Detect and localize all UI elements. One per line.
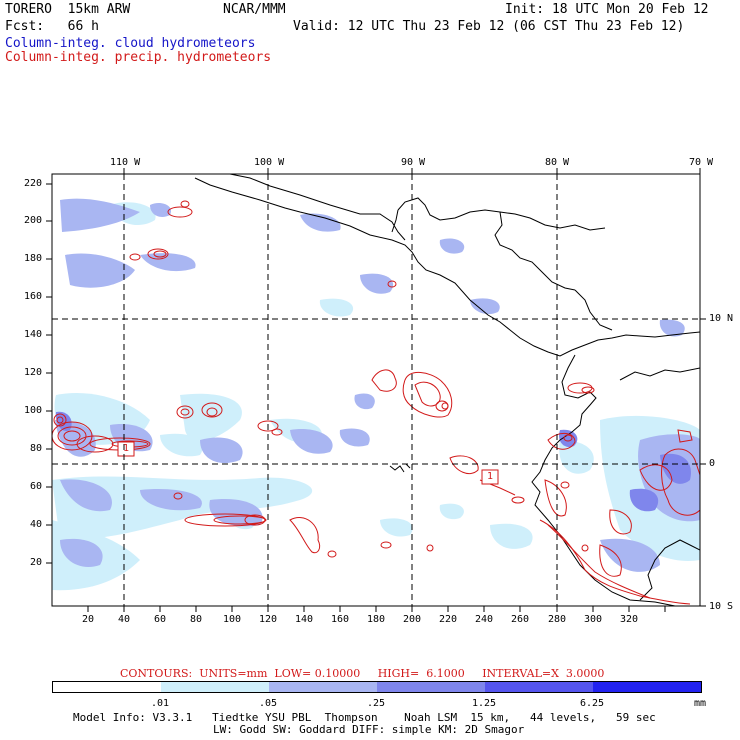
colorbar-cell	[485, 682, 594, 692]
colorbar-cell	[161, 682, 270, 692]
y-tick-label: 140	[24, 329, 43, 340]
y-tick-label: 100	[24, 405, 43, 416]
y-tick-label: 200	[24, 215, 43, 226]
contour-markers	[117, 441, 499, 485]
model-title: TORERO 15km ARW	[5, 2, 131, 17]
y-tick-label: 40	[30, 519, 43, 530]
x-tick-label: 280	[548, 614, 567, 625]
y-tick-label: 180	[24, 253, 43, 264]
y-tick-label: 120	[24, 367, 43, 378]
lon-label-100w: 100 W	[254, 157, 285, 168]
y-tick-label: 20	[30, 557, 43, 568]
colorbar-label: 6.25	[579, 698, 605, 709]
colorbar-cell	[53, 682, 162, 692]
valid-time: Valid: 12 UTC Thu 23 Feb 12 (06 CST Thu …	[293, 19, 685, 34]
x-tick-label: 100	[223, 614, 242, 625]
x-tick-label: 40	[118, 614, 131, 625]
colorbar	[52, 681, 702, 693]
lon-label-110w: 110 W	[110, 157, 141, 168]
contour-marker-label: 1	[487, 471, 494, 482]
y-tick-label: 60	[30, 481, 43, 492]
colorbar-label: .01	[150, 698, 170, 709]
x-tick-label: 320	[620, 614, 639, 625]
x-tick-label: 160	[331, 614, 350, 625]
colorbar-label: .25	[366, 698, 386, 709]
lat-lon-grid	[52, 174, 700, 606]
lon-label-70w: 70 W	[689, 157, 714, 168]
x-tick-label: 260	[511, 614, 530, 625]
model-info: Model Info: V3.3.1 Tiedtke YSU PBL Thomp…	[73, 711, 656, 724]
model-physics: LW: Godd SW: Goddard DIFF: simple KM: 2D…	[213, 723, 525, 736]
colorbar-label: .05	[258, 698, 278, 709]
x-tick-label: 200	[403, 614, 422, 625]
lon-label-90w: 90 W	[401, 157, 426, 168]
x-tick-label: 220	[439, 614, 458, 625]
lat-label-10s: 10 S	[709, 601, 734, 612]
field-precip-label: Column-integ. precip. hydrometeors	[5, 50, 272, 65]
forecast-hour: Fcst: 66 h	[5, 19, 99, 34]
y-tick-label: 160	[24, 291, 43, 302]
lat-label-10n: 10 N	[709, 313, 734, 324]
x-tick-label: 300	[584, 614, 603, 625]
cloud-shading	[52, 198, 700, 591]
tick-marks	[46, 168, 706, 612]
field-cloud-label: Column-integ. cloud hydrometeors	[5, 36, 256, 51]
x-tick-label: 180	[367, 614, 386, 625]
contour-marker-label: 1	[123, 443, 130, 454]
precip-contours	[52, 200, 700, 605]
colorbar-label: 1.25	[471, 698, 497, 709]
lon-label-80w: 80 W	[545, 157, 570, 168]
x-tick-label: 20	[82, 614, 95, 625]
x-tick-label: 140	[295, 614, 314, 625]
colorbar-cell	[269, 682, 378, 692]
colorbar-unit: mm	[694, 698, 707, 709]
y-tick-label: 220	[24, 178, 43, 189]
colorbar-cell	[377, 682, 486, 692]
lat-label-0: 0	[709, 458, 716, 469]
x-tick-label: 120	[259, 614, 278, 625]
y-tick-label: 80	[30, 443, 43, 454]
center-title: NCAR/MMM	[223, 2, 286, 17]
x-tick-label: 240	[475, 614, 494, 625]
x-tick-label: 80	[190, 614, 203, 625]
init-time: Init: 18 UTC Mon 20 Feb 12	[505, 2, 709, 17]
x-tick-label: 60	[154, 614, 167, 625]
colorbar-cell	[593, 682, 701, 692]
contour-info: CONTOURS: UNITS=mm LOW= 0.10000 HIGH= 6.…	[120, 667, 605, 680]
